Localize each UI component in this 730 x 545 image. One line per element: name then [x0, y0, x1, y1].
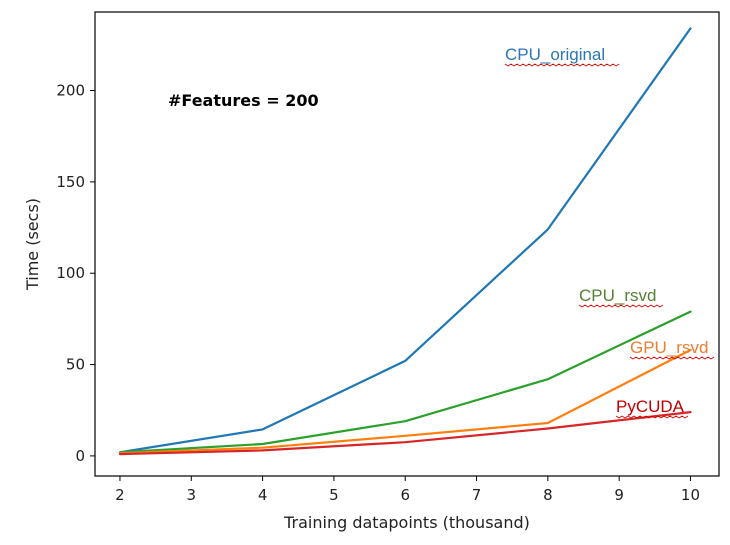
y-axis-title: Time (secs)	[23, 198, 42, 291]
series-lines	[118, 27, 692, 456]
x-tick-label: 6	[400, 486, 410, 504]
series-label-cpu-original: CPU_original	[504, 45, 620, 67]
y-tick-label: 200	[56, 82, 85, 100]
series-label-gpu-rsvd-text: GPU_rsvd	[630, 338, 708, 357]
x-axis-title: Training datapoints (thousand)	[283, 513, 530, 532]
series-label-gpu-rsvd: GPU_rsvd	[629, 338, 715, 360]
x-tick-label: 7	[472, 486, 482, 504]
plot-frame	[94, 11, 720, 477]
series-label-cpu-rsvd-text: CPU_rsvd	[579, 286, 656, 305]
x-tick-label: 2	[115, 486, 125, 504]
series-label-pycuda-text: PyCUDA	[616, 397, 685, 416]
series-label-cpu-rsvd: CPU_rsvd	[578, 286, 664, 308]
x-tick-label: 10	[681, 486, 700, 504]
y-tick-label: 150	[56, 173, 85, 191]
series-line-cpu-rsvd	[118, 310, 692, 454]
y-axis: 0 50 100 150 200	[56, 82, 95, 465]
series-line-gpu-rsvd	[118, 348, 692, 455]
x-tick-label: 5	[329, 486, 339, 504]
series-line-cpu-original	[118, 27, 692, 454]
x-tick-label: 3	[187, 486, 197, 504]
y-tick-label: 100	[56, 264, 85, 282]
x-tick-label: 8	[543, 486, 553, 504]
spellcheck-underline	[615, 415, 689, 419]
series-line-pycuda	[118, 411, 692, 456]
x-axis: 2 3 4 5 6 7 8 9 10	[115, 476, 700, 504]
x-tick-label: 9	[614, 486, 624, 504]
series-label-pycuda: PyCUDA	[615, 397, 689, 419]
features-annotation: #Features = 200	[168, 91, 319, 110]
spellcheck-underline	[629, 356, 715, 360]
x-tick-label: 4	[258, 486, 268, 504]
spellcheck-underline	[504, 63, 620, 67]
y-tick-label: 0	[75, 447, 85, 465]
series-label-cpu-original-text: CPU_original	[505, 45, 605, 64]
spellcheck-underline	[578, 304, 664, 308]
y-tick-label: 50	[66, 356, 85, 374]
